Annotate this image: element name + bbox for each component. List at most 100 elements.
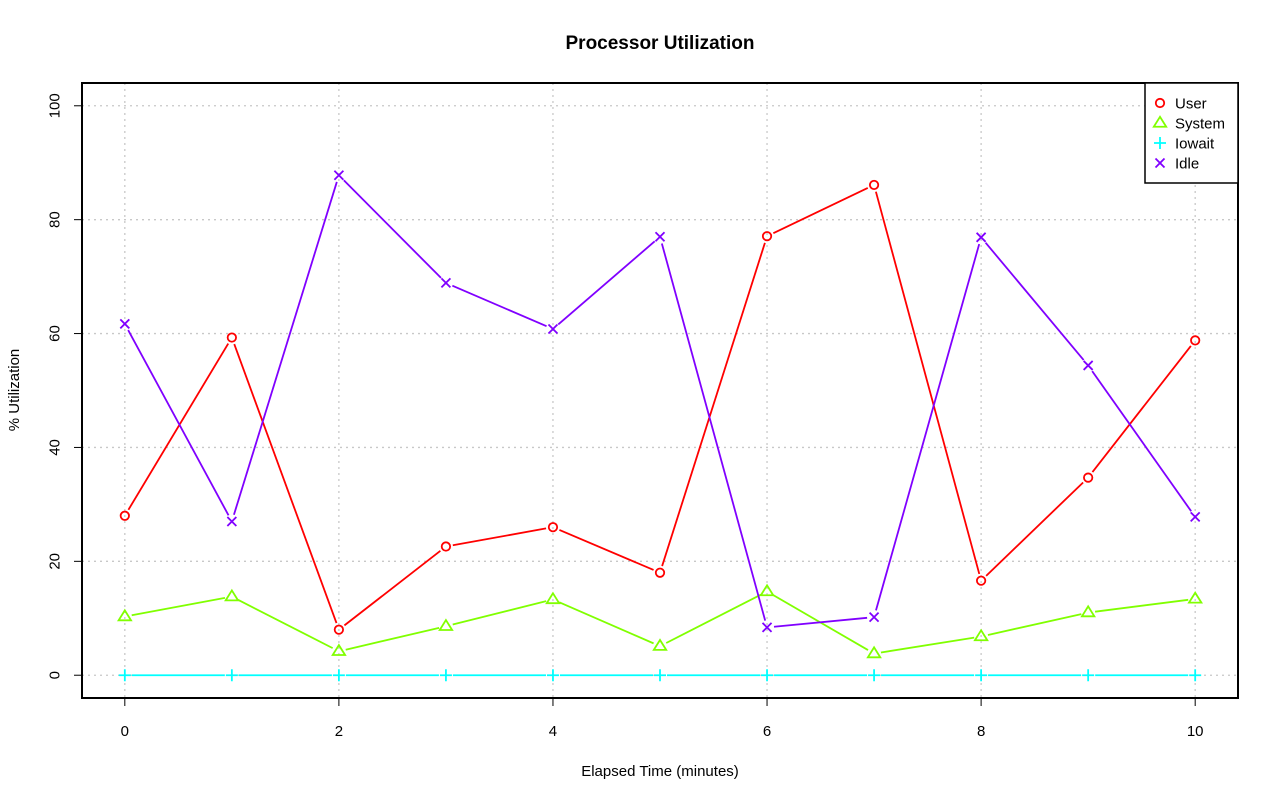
user-point (547, 522, 559, 533)
legend-marker-iowait (1154, 137, 1166, 149)
idle-point (226, 516, 237, 527)
iowait-point (1189, 669, 1202, 682)
system-line-segment (1094, 598, 1189, 613)
system-line-segment (345, 626, 440, 651)
idle-line-segment (1091, 370, 1192, 512)
y-tick-label: 20 (46, 553, 63, 570)
idle-line-segment (451, 284, 547, 328)
system-point (759, 583, 775, 597)
x-axis-label: Elapsed Time (minutes) (581, 763, 739, 780)
iowait-point (546, 669, 559, 682)
legend-item-user: User (1154, 95, 1207, 112)
user-line-segment (559, 529, 654, 571)
legend-label-idle: Idle (1175, 155, 1199, 172)
system-line-segment (559, 601, 654, 645)
user-point (333, 624, 344, 635)
system-point (116, 608, 133, 622)
user-point (119, 510, 130, 521)
y-tick-label: 100 (46, 93, 63, 118)
user-point (761, 231, 773, 242)
user-point (976, 575, 987, 586)
user-line-segment (1091, 345, 1192, 473)
y-tick-label: 80 (46, 211, 63, 228)
user-line-segment (233, 343, 338, 624)
idle-line-segment (233, 181, 338, 516)
system-point (973, 628, 989, 642)
series-iowait (118, 669, 1202, 682)
idle-point (654, 231, 666, 242)
legend-item-iowait: Iowait (1154, 135, 1215, 152)
system-line-segment (452, 600, 547, 626)
idle-point (1190, 511, 1201, 523)
idle-line-segment (875, 243, 981, 611)
system-point (331, 643, 347, 656)
user-point (868, 179, 880, 191)
user-point (1190, 335, 1201, 346)
x-tick-label: 8 (977, 723, 985, 740)
system-line-segment (237, 599, 334, 649)
user-line-segment (452, 527, 547, 547)
system-point (1187, 591, 1204, 604)
iowait-point (975, 669, 988, 682)
x-tick-label: 6 (763, 723, 771, 740)
idle-point (547, 323, 559, 335)
chart-title: Processor Utilization (566, 33, 755, 54)
user-point (1083, 472, 1094, 483)
system-point (1080, 604, 1096, 618)
iowait-point (1082, 669, 1095, 682)
idle-line-segment (773, 616, 868, 628)
legend-item-system: System (1152, 115, 1225, 132)
x-tick-label: 2 (335, 723, 343, 740)
series-idle (119, 170, 1201, 633)
user-line-segment (661, 242, 766, 567)
iowait-point (332, 669, 345, 682)
iowait-point (654, 669, 666, 682)
idle-line-segment (660, 243, 767, 621)
legend-label-iowait: Iowait (1175, 135, 1215, 152)
system-point (652, 638, 668, 651)
system-line-segment (665, 593, 762, 644)
y-tick-label: 0 (46, 671, 63, 679)
iowait-point (439, 669, 452, 682)
plot-frame (81, 82, 1239, 699)
y-axis-label: % Utilization (6, 349, 23, 432)
idle-line-segment (343, 179, 442, 279)
system-line-segment (131, 597, 226, 617)
user-point (226, 332, 237, 343)
idle-line-segment (557, 240, 656, 326)
legend-label-system: System (1175, 115, 1225, 132)
iowait-point (225, 669, 238, 682)
system-point (224, 588, 240, 602)
user-line-segment (985, 481, 1084, 577)
user-line-segment (343, 550, 441, 627)
idle-point (975, 232, 987, 243)
idle-line-segment (984, 242, 1085, 361)
idle-point (119, 318, 130, 330)
x-tick-label: 4 (549, 723, 557, 740)
idle-point (440, 277, 452, 289)
system-line-segment (880, 636, 975, 654)
x-tick-label: 0 (121, 723, 129, 740)
y-tick-label: 60 (46, 325, 63, 342)
system-point (438, 618, 454, 631)
iowait-point (868, 669, 881, 682)
axes-layer: 0 20 40 60 80 100 0 2 4 6 8 10 (46, 93, 1203, 740)
legend-label-user: User (1175, 95, 1207, 112)
series-user (119, 179, 1201, 635)
iowait-point (761, 669, 774, 682)
user-line-segment (772, 187, 869, 234)
idle-point (761, 622, 773, 633)
legend-marker-user (1154, 97, 1166, 109)
system-line-segment (987, 613, 1082, 636)
iowait-point (118, 669, 131, 682)
grid-layer (82, 83, 1238, 698)
system-point (866, 645, 882, 659)
series-system (116, 583, 1204, 659)
user-point (440, 541, 452, 552)
y-tick-label: 40 (46, 439, 63, 456)
system-point (545, 591, 561, 605)
idle-point (868, 612, 880, 623)
series-layer (116, 170, 1204, 682)
user-line-segment (127, 343, 230, 511)
